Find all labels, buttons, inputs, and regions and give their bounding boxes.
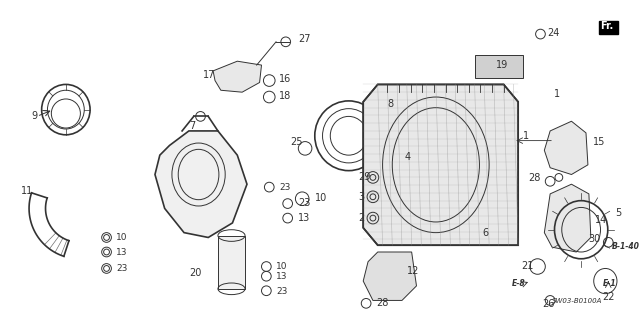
Text: 3: 3 <box>358 192 365 202</box>
Polygon shape <box>475 56 523 78</box>
Text: 17: 17 <box>204 70 216 80</box>
Text: 10: 10 <box>276 263 287 271</box>
Text: 1: 1 <box>554 89 560 99</box>
Text: 1: 1 <box>523 131 529 141</box>
Text: 25: 25 <box>291 137 303 147</box>
Bar <box>218 235 245 289</box>
Text: 23: 23 <box>116 264 127 273</box>
Text: 5: 5 <box>615 208 621 218</box>
Text: 6: 6 <box>483 227 488 238</box>
Text: 18: 18 <box>279 91 291 101</box>
Text: 14: 14 <box>595 215 607 225</box>
Polygon shape <box>545 121 588 174</box>
Text: 24: 24 <box>547 28 559 38</box>
Text: 15: 15 <box>593 137 605 147</box>
Text: 23: 23 <box>298 198 310 209</box>
Polygon shape <box>545 184 591 252</box>
Text: 4: 4 <box>405 152 411 162</box>
Text: 27: 27 <box>298 34 311 44</box>
Polygon shape <box>364 85 518 245</box>
Text: 10: 10 <box>116 234 128 242</box>
Text: 12: 12 <box>407 266 419 276</box>
Text: 13: 13 <box>276 272 287 281</box>
Text: 30: 30 <box>588 234 600 244</box>
Text: 22: 22 <box>602 293 615 302</box>
Text: 23: 23 <box>276 287 287 296</box>
Polygon shape <box>155 131 247 237</box>
Text: 2: 2 <box>358 213 365 223</box>
Text: 20: 20 <box>189 268 201 278</box>
Text: 16: 16 <box>279 75 291 85</box>
Text: 7: 7 <box>189 121 195 131</box>
Text: 8: 8 <box>387 99 394 109</box>
Text: Fr.: Fr. <box>600 21 614 31</box>
Text: 13: 13 <box>116 248 128 257</box>
Text: 11: 11 <box>21 186 33 196</box>
Polygon shape <box>213 61 262 92</box>
Text: 9: 9 <box>31 111 37 121</box>
Text: 28: 28 <box>528 173 540 183</box>
Text: 19: 19 <box>496 60 508 70</box>
Text: 13: 13 <box>298 213 310 223</box>
Text: 21: 21 <box>521 262 534 271</box>
Text: B-1-40: B-1-40 <box>612 242 640 251</box>
Text: 23: 23 <box>279 183 291 192</box>
Text: 29: 29 <box>358 172 371 182</box>
Polygon shape <box>364 252 417 300</box>
Text: SW03-B0100A: SW03-B0100A <box>552 298 602 304</box>
Polygon shape <box>598 20 618 34</box>
Text: E-8: E-8 <box>511 279 525 288</box>
Text: 28: 28 <box>376 298 388 308</box>
Text: 10: 10 <box>315 193 327 203</box>
Text: 26: 26 <box>542 299 555 309</box>
Text: E-1: E-1 <box>602 279 616 288</box>
